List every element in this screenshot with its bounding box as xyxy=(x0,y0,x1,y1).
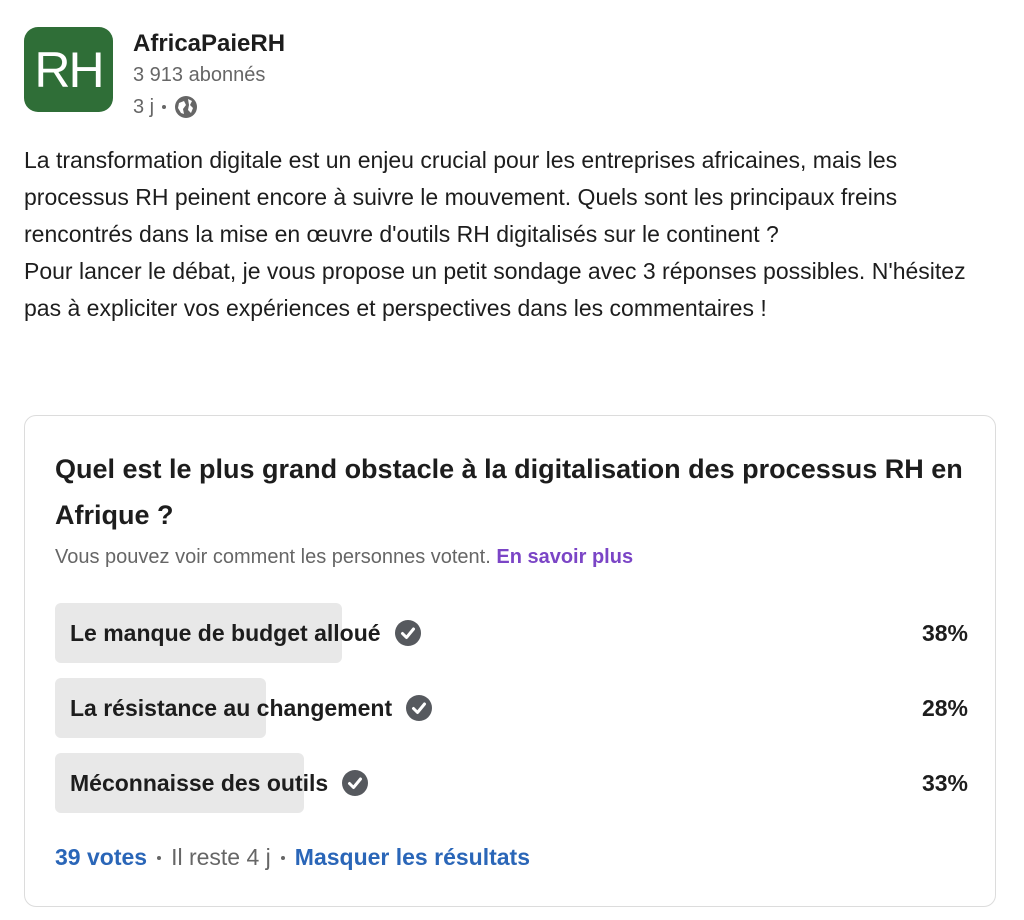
result-bar xyxy=(55,678,267,738)
option-percent: 38% xyxy=(921,620,968,646)
remaining-time: Il reste 4 j xyxy=(171,844,271,870)
post-time: 3 j xyxy=(133,95,155,118)
poll-option[interactable]: Le manque de budget alloué 38% xyxy=(55,603,968,663)
poll-question: Quel est le plus grand obstacle à la dig… xyxy=(55,454,963,530)
poll-note: Vous pouvez voir comment les personnes v… xyxy=(55,546,633,569)
option-label: La résistance au changement xyxy=(70,694,393,721)
option-label-wrap: Le manque de budget alloué xyxy=(70,603,421,663)
learn-more-link[interactable]: En savoir plus xyxy=(496,546,634,568)
post-meta: 3 j xyxy=(133,95,198,119)
check-icon xyxy=(342,770,369,796)
option-label: Le manque de budget alloué xyxy=(70,619,381,646)
result-bar xyxy=(55,753,305,813)
company-logo[interactable]: RH xyxy=(24,27,113,112)
option-percent: 33% xyxy=(921,770,968,796)
note-text: Vous pouvez voir comment les personnes v… xyxy=(55,546,491,568)
followers: 3 913 abonnés xyxy=(133,64,266,86)
paragraph: La transformation digitale est un enjeu … xyxy=(24,147,898,247)
result-bar xyxy=(55,603,342,663)
votes-link[interactable]: 39 votes xyxy=(55,844,148,870)
poll-footer: 39 votes Il reste 4 j Masquer les résult… xyxy=(55,844,530,871)
paragraph: Pour lancer le débat, je vous propose un… xyxy=(24,258,966,321)
option-percent: 28% xyxy=(921,695,968,721)
option-label: Méconnaisse des outils xyxy=(70,769,329,796)
poll-option[interactable]: Méconnaisse des outils 33% xyxy=(55,753,968,813)
post-text: La transformation digitale est un enjeu … xyxy=(24,142,989,327)
hide-results-link[interactable]: Masquer les résultats xyxy=(294,844,530,870)
option-label-wrap: La résistance au changement xyxy=(70,678,433,738)
globe-icon xyxy=(175,96,198,118)
option-label-wrap: Méconnaisse des outils xyxy=(70,753,369,813)
poll-option[interactable]: La résistance au changement 28% xyxy=(55,678,968,738)
poll-card: Quel est le plus grand obstacle à la dig… xyxy=(24,415,996,907)
check-icon xyxy=(406,695,433,721)
author-name[interactable]: AfricaPaieRH xyxy=(133,30,286,57)
separator xyxy=(280,855,285,860)
separator xyxy=(157,855,162,860)
check-icon xyxy=(394,620,421,646)
separator xyxy=(162,105,167,109)
